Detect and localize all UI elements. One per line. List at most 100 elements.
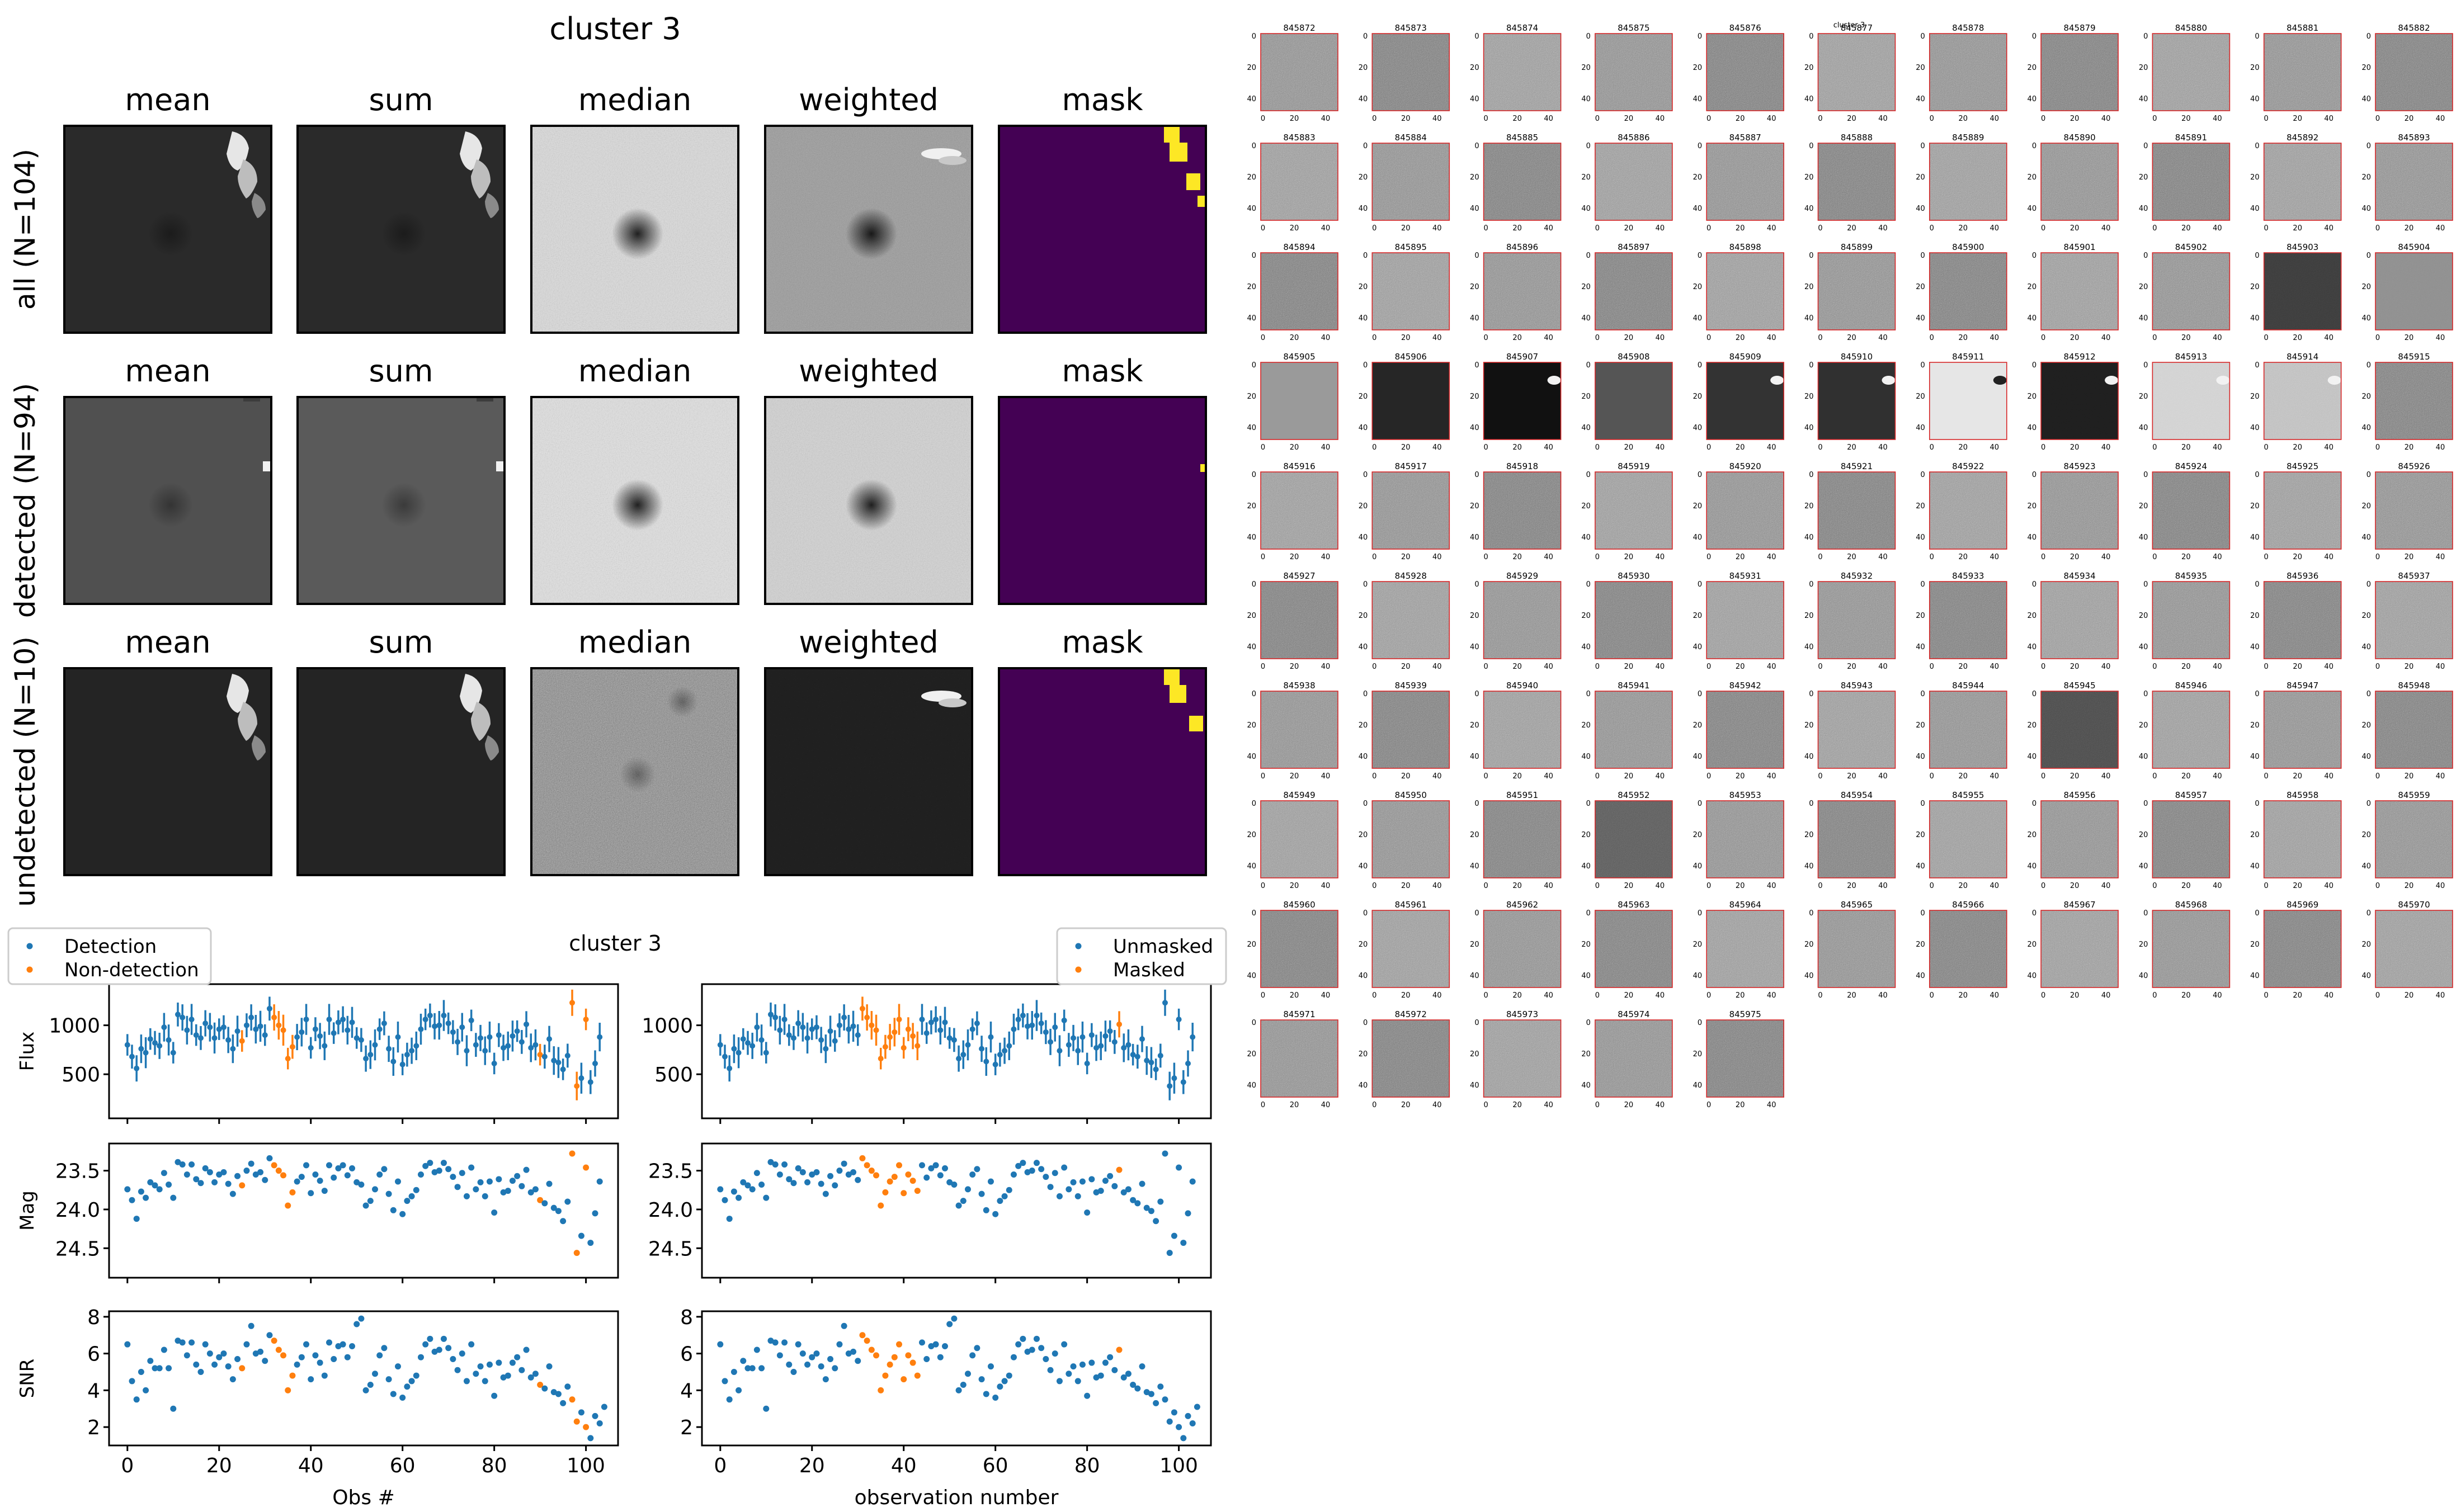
cutout-noise (2375, 582, 2453, 659)
cutout-tick-label: 20 (1736, 334, 1745, 342)
detection-point (753, 1346, 760, 1353)
cutout-noise (1818, 801, 1896, 878)
cutout-id: 845947 (2286, 681, 2318, 691)
cutout-noise (2375, 910, 2453, 987)
cutout-tick-label: 0 (2375, 991, 2380, 1000)
detection-point (836, 1022, 842, 1028)
cutout-noise (2041, 582, 2119, 659)
cutout-tick-label: 0 (1252, 580, 1256, 589)
y-tick-label: 1000 (49, 1015, 100, 1038)
cutout-id: 845927 (1283, 571, 1315, 581)
cutout-frame (2375, 691, 2453, 769)
cutout-id: 845876 (1729, 23, 1761, 33)
cutout-noise (1372, 691, 1450, 768)
stack-figure-title: cluster 3 (549, 11, 681, 46)
cutout-tick-label: 40 (2250, 972, 2260, 980)
detection-point (418, 1026, 424, 1032)
cutout-noise (1929, 472, 2007, 549)
column-title: weighted (799, 82, 939, 117)
image-frame (998, 396, 1207, 605)
cutout-frame (1929, 471, 2007, 550)
detection-point (262, 1176, 268, 1183)
stack-image (63, 396, 272, 605)
non-detection-point (289, 1044, 295, 1050)
cutout-frame (2040, 800, 2119, 878)
cutout-tick-label: 20 (1512, 224, 1522, 233)
detection-point (1070, 1179, 1077, 1185)
image-frame (63, 667, 272, 876)
cutout-tick-label: 20 (1581, 502, 1591, 511)
detection-point (717, 1186, 724, 1193)
detection-point (166, 1365, 172, 1372)
cutout-frame (1483, 362, 1562, 440)
detection-point (1052, 1170, 1058, 1176)
detection-point (1047, 1367, 1054, 1373)
detection-point (404, 1383, 411, 1390)
detection-point (1029, 1168, 1035, 1174)
cutout-tick-label: 0 (1363, 361, 1368, 370)
cutout-noise (1372, 1020, 1450, 1097)
detection-point (156, 1365, 163, 1372)
cutout-tick-label: 0 (1809, 361, 1813, 370)
detection-point (496, 1032, 502, 1038)
detection-point (1153, 1066, 1159, 1072)
non-detection-point (271, 1014, 277, 1020)
cutout-tick-label: 20 (1581, 721, 1591, 730)
detection-point (1047, 1184, 1054, 1190)
cutout-frame (1260, 471, 1338, 550)
cutout-noise (2264, 472, 2341, 549)
cutout-tick-label: 40 (2361, 424, 2371, 432)
cutout-noise (1706, 910, 1784, 987)
plot-frame (108, 983, 619, 1119)
detection-point (445, 1166, 452, 1173)
detection-point (740, 1036, 746, 1042)
cutout-tick-label: 20 (1581, 393, 1591, 401)
detection-point (234, 1028, 241, 1034)
cutout-tick-label: 20 (1804, 612, 1814, 620)
cutout-tick-label: 40 (1247, 753, 1256, 761)
bright-star (477, 397, 493, 401)
cutout-tick-label: 20 (2028, 393, 2037, 401)
cutout-frame (1595, 362, 1673, 440)
cutout-tick-label: 0 (1483, 663, 1488, 671)
non-detection-point (573, 1418, 580, 1425)
cutout-star (2216, 376, 2230, 385)
detection-point (211, 1035, 218, 1041)
detection-point (1162, 1150, 1168, 1157)
cutout-noise (1261, 582, 1338, 659)
detection-point (253, 1026, 259, 1032)
detection-point (358, 1182, 365, 1188)
cutout-noise (1261, 691, 1338, 768)
cutout-tick-label: 40 (2139, 205, 2148, 213)
cutout-tick-label: 0 (2366, 800, 2371, 808)
detection-point (578, 1232, 584, 1239)
cutout-tick-label: 40 (1544, 115, 1553, 123)
cutout-tick-label: 20 (1290, 553, 1299, 561)
cutout-id: 845907 (1506, 352, 1538, 362)
detection-point (207, 1024, 213, 1031)
cutout-noise (2041, 143, 2119, 220)
non-detection-point (878, 1056, 884, 1062)
cutout-tick-label: 40 (2324, 443, 2333, 452)
detection-point (1038, 1345, 1045, 1352)
cutout-tick-label: 40 (1990, 115, 2000, 123)
cutout-tick-label: 0 (1595, 553, 1600, 561)
cutout-tick-label: 20 (1359, 831, 1368, 839)
detection-point (124, 1341, 131, 1348)
detection-point (1107, 1028, 1113, 1034)
cutout-tick-label: 40 (2250, 95, 2260, 103)
cutout-tick-label: 40 (2324, 115, 2333, 123)
cutout-background (1483, 362, 1561, 440)
detection-point (587, 1079, 593, 1085)
cutout-tick-label: 40 (1693, 753, 1703, 761)
cutout-tick-label: 0 (1261, 991, 1265, 1000)
non-detection-point (887, 1034, 893, 1040)
cutout-id: 845960 (1283, 900, 1315, 910)
